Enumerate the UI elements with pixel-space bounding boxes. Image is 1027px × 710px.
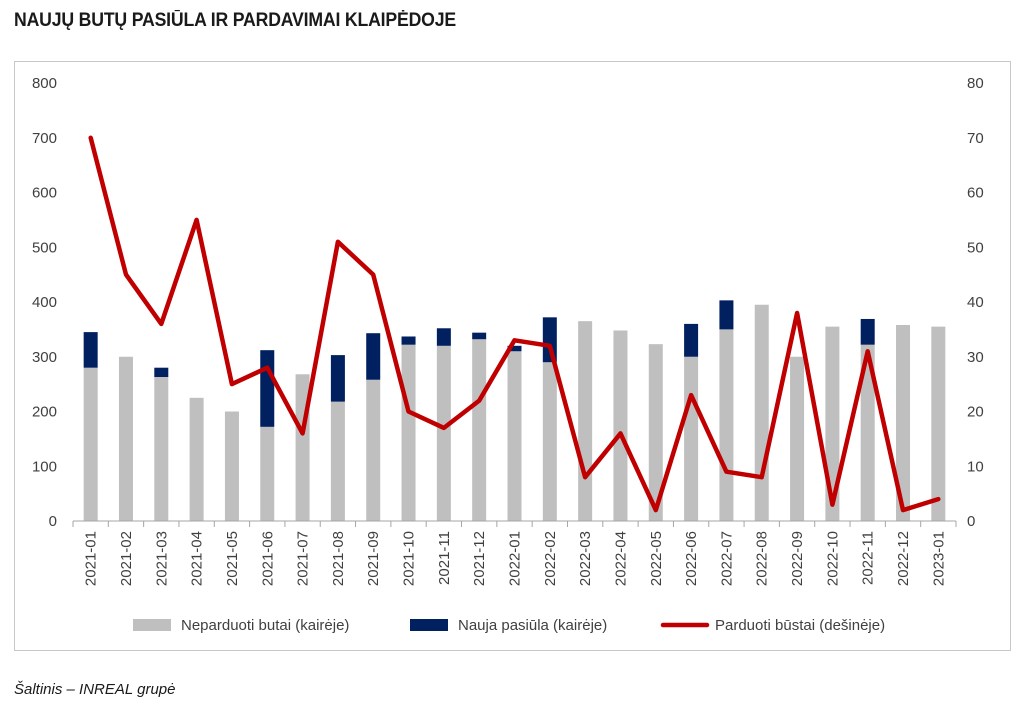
y-left-tick-label: 400: [32, 294, 57, 311]
x-tick-label: 2021-11: [436, 531, 453, 585]
bar-unsold-2022-12: [896, 324, 911, 521]
x-tick-label: 2022-03: [577, 531, 594, 586]
bar-new-supply-2021-03: [154, 367, 169, 378]
axes-layer: 2021-01 2021-02 2021-03 2021-04 2021-05 2021-…: [32, 75, 984, 586]
bar-new-supply-2021-12: [472, 332, 487, 340]
bar-unsold-2022-02: [542, 362, 557, 521]
y-left-tick-label: 300: [32, 349, 57, 366]
bar-new-supply-2022-07: [719, 300, 734, 330]
bar-new-supply-2021-11: [436, 328, 451, 346]
y-right-tick-label: 0: [967, 513, 975, 530]
bar-unsold-2021-12: [472, 339, 487, 521]
bar-new-supply-2021-09: [366, 333, 381, 380]
bar-unsold-2022-04: [613, 330, 628, 521]
bar-unsold-2022-09: [790, 356, 805, 521]
x-tick-label: 2022-01: [507, 531, 524, 586]
bar-unsold-2021-08: [330, 401, 345, 521]
bar-unsold-2021-02: [118, 356, 133, 521]
x-tick-label: 2021-12: [471, 531, 488, 586]
x-tick-label: 2023-01: [930, 531, 947, 586]
chart-frame: 2021-01 2021-02 2021-03 2021-04 2021-05 2021-…: [14, 61, 1011, 651]
bar-unsold-2022-11: [860, 344, 875, 521]
y-right-tick-label: 30: [967, 349, 984, 366]
bar-new-supply-2021-08: [330, 355, 345, 402]
legend-new-supply-label: Nauja pasiūla (kairėje): [458, 617, 607, 634]
bar-new-supply-2022-01: [507, 345, 522, 352]
bar-unsold-2022-06: [684, 356, 699, 521]
y-left-tick-label: 100: [32, 458, 57, 475]
source-note: Šaltinis – INREAL grupė: [14, 681, 176, 698]
y-right-tick-label: 10: [967, 458, 984, 475]
x-tick-label: 2021-07: [295, 531, 312, 586]
bar-unsold-2022-01: [507, 351, 522, 521]
bar-unsold-2021-06: [260, 426, 275, 521]
x-tick-label: 2022-07: [718, 531, 735, 586]
x-tick-label: 2021-08: [330, 531, 347, 586]
y-left-tick-label: 800: [32, 75, 57, 92]
x-tick-label: 2022-02: [542, 531, 559, 586]
y-left-tick-label: 200: [32, 404, 57, 421]
x-tick-label: 2022-04: [612, 531, 629, 586]
y-right-tick-label: 80: [967, 75, 984, 92]
bar-new-supply-2022-11: [860, 318, 875, 345]
chart: 2021-01 2021-02 2021-03 2021-04 2021-05 2021-…: [32, 75, 984, 634]
x-tick-label: 2021-03: [153, 531, 170, 586]
bar-new-supply-2022-06: [684, 323, 699, 357]
legend-sold: Parduoti būstai (dešinėje): [660, 617, 885, 634]
bar-unsold-2021-10: [401, 344, 416, 521]
bar-unsold-2022-08: [754, 304, 769, 521]
legend-unsold: Neparduoti butai (kairėje): [133, 617, 349, 634]
x-tick-label: 2022-09: [789, 531, 806, 586]
legend-unsold-swatch: [133, 619, 171, 631]
line-layer: [88, 135, 941, 513]
bar-new-supply-2021-06: [260, 350, 275, 427]
bar-unsold-2021-01: [83, 367, 98, 521]
bar-unsold-2021-09: [366, 379, 381, 521]
x-tick-label: 2021-09: [365, 531, 382, 586]
chart-title: NAUJŲ BUTŲ PASIŪLA IR PARDAVIMAI KLAIPĖD…: [14, 10, 456, 31]
bar-unsold-2022-07: [719, 329, 734, 521]
y-right-tick-label: 70: [967, 130, 984, 147]
x-tick-label: 2022-10: [824, 531, 841, 586]
bar-unsold-2023-01: [931, 326, 946, 521]
y-left-tick-label: 600: [32, 185, 57, 202]
x-tick-label: 2021-04: [189, 531, 206, 586]
legend-new-supply: Nauja pasiūla (kairėje): [410, 617, 607, 634]
y-right-tick-label: 40: [967, 294, 984, 311]
x-tick-label: 2021-01: [83, 531, 100, 586]
bar-unsold-2022-03: [578, 321, 593, 521]
y-right-tick-label: 60: [967, 185, 984, 202]
bar-unsold-2022-05: [648, 344, 663, 521]
x-tick-label: 2021-10: [401, 531, 418, 586]
y-right-tick-label: 50: [967, 239, 984, 256]
bar-new-supply-2021-10: [401, 336, 416, 345]
x-tick-label: 2022-08: [754, 531, 771, 586]
legend: Neparduoti butai (kairėje) Nauja pasiūla …: [133, 617, 885, 634]
x-tick-label: 2021-06: [259, 531, 276, 586]
x-tick-label: 2021-02: [118, 531, 135, 586]
legend-sold-label: Parduoti būstai (dešinėje): [715, 617, 885, 634]
x-tick-label: 2022-11: [860, 531, 877, 585]
bar-unsold-2022-10: [825, 326, 840, 521]
y-left-tick-label: 0: [49, 513, 57, 530]
x-tick-label: 2022-12: [895, 531, 912, 586]
x-tick-label: 2021-05: [224, 531, 241, 586]
y-right-tick-label: 20: [967, 404, 984, 421]
bar-unsold-2021-05: [224, 411, 239, 521]
x-tick-label: 2022-05: [648, 531, 665, 586]
x-tick-label: 2022-06: [683, 531, 700, 586]
legend-unsold-label: Neparduoti butai (kairėje): [181, 617, 349, 634]
y-left-tick-label: 500: [32, 239, 57, 256]
bar-unsold-2021-11: [436, 345, 451, 521]
bar-unsold-2021-04: [189, 397, 204, 521]
bar-unsold-2021-03: [154, 377, 169, 521]
y-left-tick-label: 700: [32, 130, 57, 147]
bar-new-supply-2021-01: [83, 332, 98, 368]
legend-new-supply-swatch: [410, 619, 448, 631]
